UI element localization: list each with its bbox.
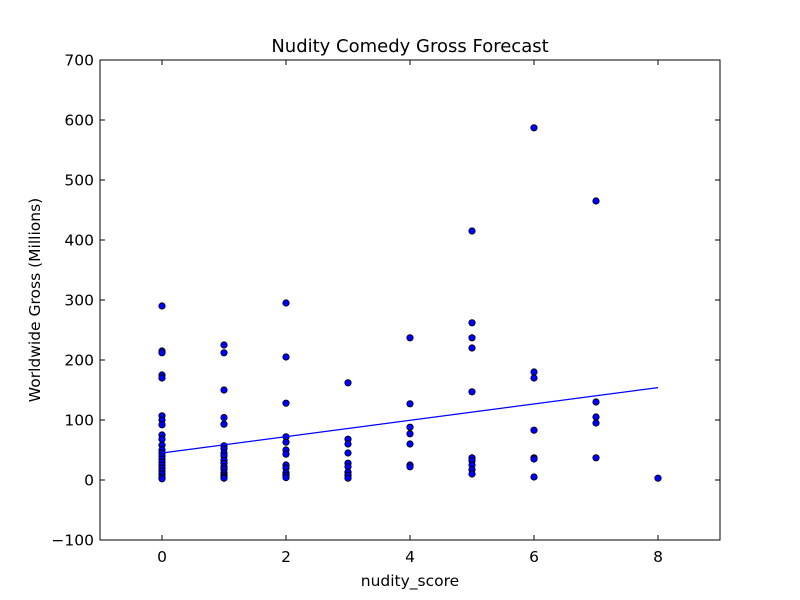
data-point (406, 463, 414, 471)
data-point (282, 438, 290, 446)
x-tick-labels: 0 2 4 6 8 (157, 548, 663, 566)
y-tick-label: 100 (64, 412, 94, 430)
data-point (282, 299, 290, 307)
data-point (220, 349, 228, 357)
data-point (592, 398, 600, 406)
data-point (220, 474, 228, 482)
x-tick-label: 0 (157, 548, 167, 566)
y-tick-labels: −100 0 100 200 300 400 500 600 700 (51, 52, 94, 550)
data-point (406, 334, 414, 342)
data-point (592, 454, 600, 462)
data-point (158, 374, 166, 382)
data-point (592, 419, 600, 427)
data-point (220, 420, 228, 428)
data-point (530, 374, 538, 382)
data-point (282, 353, 290, 361)
data-point (468, 334, 476, 342)
axis-ticks (100, 59, 720, 541)
x-tick-label: 8 (653, 548, 663, 566)
data-point (468, 319, 476, 327)
data-point (530, 124, 538, 132)
data-point (344, 474, 352, 482)
data-point (592, 413, 600, 421)
data-point (158, 302, 166, 310)
data-point (406, 400, 414, 408)
y-tick-label: 300 (64, 292, 94, 310)
regression-line-layer (161, 386, 659, 454)
data-point (158, 349, 166, 357)
data-point (468, 470, 476, 478)
x-axis-label: nudity_score (361, 572, 459, 591)
data-point (220, 413, 228, 422)
data-point (158, 435, 166, 443)
chart-title: Nudity Comedy Gross Forecast (271, 36, 548, 57)
x-tick-label: 4 (405, 548, 415, 566)
y-tick-label: 400 (64, 232, 94, 250)
data-point (468, 227, 476, 235)
regression-line (161, 386, 659, 454)
data-point (282, 473, 290, 482)
data-point (344, 449, 352, 457)
data-point (530, 368, 538, 376)
data-point (282, 399, 290, 407)
data-point (158, 475, 166, 483)
y-tick-label: 600 (64, 112, 94, 130)
y-axis-label: Worldwide Gross (Millions) (26, 198, 44, 402)
data-point (406, 430, 414, 438)
y-tick-label: 0 (84, 472, 94, 490)
data-point (282, 450, 290, 458)
data-point (592, 197, 600, 205)
plot-background (100, 60, 720, 540)
data-point (530, 455, 538, 463)
plot-area (99, 59, 721, 541)
y-tick-label: 200 (64, 352, 94, 370)
data-point (344, 379, 352, 387)
data-point (530, 426, 538, 434)
y-tick-label: 700 (64, 52, 94, 70)
y-tick-label: 500 (64, 172, 94, 190)
data-point (468, 344, 476, 352)
data-point (468, 388, 476, 396)
y-tick-label: −100 (51, 532, 94, 550)
data-point (158, 421, 166, 429)
data-point (344, 440, 352, 448)
x-tick-label: 6 (529, 548, 539, 566)
x-tick-label: 2 (281, 548, 291, 566)
scatter-points (158, 124, 662, 483)
data-point (220, 341, 228, 349)
data-point (654, 474, 662, 482)
data-point (406, 440, 414, 448)
data-point (220, 386, 228, 394)
data-point (530, 473, 538, 481)
data-point (406, 423, 414, 431)
